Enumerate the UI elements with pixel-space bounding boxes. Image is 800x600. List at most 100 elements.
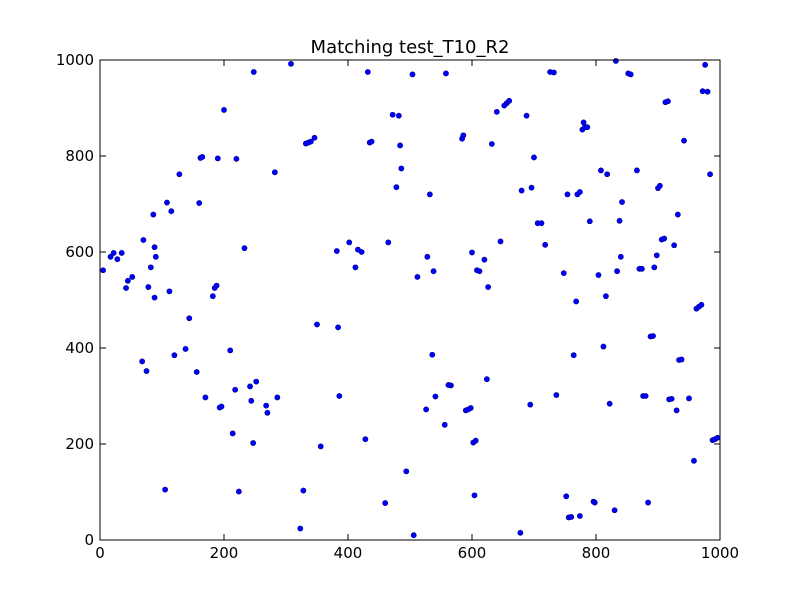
data-point	[681, 137, 687, 144]
data-point	[668, 395, 675, 402]
data-point	[214, 155, 221, 162]
data-point	[311, 134, 318, 141]
data-point	[229, 430, 236, 437]
axis-ticks	[99, 59, 721, 541]
data-point	[563, 493, 570, 500]
axes-frame	[99, 59, 721, 541]
data-point	[591, 499, 598, 506]
data-point	[614, 268, 620, 275]
data-point	[274, 394, 281, 401]
data-point	[221, 107, 227, 113]
data-point	[250, 69, 257, 75]
data-point	[336, 393, 343, 399]
data-point	[362, 436, 369, 443]
data-point	[147, 264, 154, 271]
data-point	[358, 249, 365, 255]
data-point	[517, 529, 524, 536]
data-point	[241, 245, 248, 252]
data-point	[171, 352, 178, 359]
y-tick-label: 200	[65, 435, 94, 453]
data-point	[346, 239, 353, 246]
data-point	[707, 171, 713, 178]
x-tick-label: 200	[210, 544, 239, 562]
x-tick-label: 1000	[701, 544, 739, 562]
data-point	[271, 169, 278, 176]
data-point	[651, 264, 658, 271]
data-point	[481, 256, 488, 263]
x-tick-labels: 0 200 400 600 800 1000	[95, 544, 739, 562]
data-point	[235, 488, 242, 495]
data-point	[250, 440, 257, 446]
data-point	[674, 211, 681, 218]
data-point	[426, 191, 433, 198]
data-point	[704, 88, 711, 95]
data-point	[576, 513, 583, 519]
data-point	[467, 405, 474, 411]
data-point	[253, 378, 260, 385]
data-point	[471, 492, 478, 499]
data-point	[523, 112, 530, 119]
data-point	[506, 97, 513, 104]
data-point	[686, 395, 692, 402]
data-point	[129, 274, 136, 280]
data-point	[335, 324, 341, 331]
data-point	[656, 182, 663, 189]
data-point	[665, 98, 671, 105]
data-point	[145, 284, 152, 290]
data-point	[196, 200, 203, 206]
data-point	[568, 514, 575, 520]
data-point	[263, 402, 270, 409]
data-point	[584, 124, 591, 131]
data-point	[576, 189, 583, 195]
data-point	[382, 500, 389, 506]
data-point	[423, 406, 430, 413]
data-point	[193, 369, 200, 375]
data-point	[114, 256, 121, 263]
data-point	[414, 274, 421, 280]
data-point	[199, 154, 206, 160]
data-point	[528, 184, 535, 191]
data-point	[642, 393, 649, 399]
data-point	[678, 356, 685, 363]
x-tick-label: 800	[582, 544, 611, 562]
data-point	[186, 315, 193, 322]
data-point	[531, 154, 537, 161]
data-point	[410, 532, 417, 539]
data-point	[403, 468, 410, 475]
data-point	[430, 268, 437, 275]
data-point	[209, 293, 216, 300]
data-point	[483, 376, 490, 383]
data-point	[493, 108, 500, 115]
data-point	[429, 351, 436, 358]
data-point	[368, 138, 375, 145]
data-point	[586, 218, 593, 225]
data-point	[397, 142, 403, 149]
data-point	[232, 386, 239, 393]
data-point	[176, 171, 183, 178]
data-point	[488, 141, 495, 147]
data-point	[152, 253, 159, 260]
chart-title: Matching test_T10_R2	[311, 37, 510, 58]
data-point	[151, 294, 158, 301]
data-point	[595, 272, 602, 278]
data-point	[485, 284, 492, 290]
data-point	[300, 487, 307, 494]
data-point	[645, 499, 651, 506]
data-point	[424, 253, 431, 260]
data-point	[612, 58, 619, 64]
data-point	[653, 252, 660, 259]
plot-area	[100, 60, 720, 540]
data-point	[100, 267, 106, 274]
data-point	[317, 443, 324, 450]
y-tick-label: 0	[84, 531, 94, 549]
data-point	[168, 208, 175, 215]
data-point	[264, 409, 271, 416]
data-point	[598, 167, 604, 174]
data-point	[542, 241, 549, 248]
y-tick-label: 400	[65, 339, 94, 357]
data-point	[553, 392, 560, 398]
data-point	[364, 69, 371, 75]
data-point	[385, 239, 392, 246]
data-point	[352, 264, 359, 271]
